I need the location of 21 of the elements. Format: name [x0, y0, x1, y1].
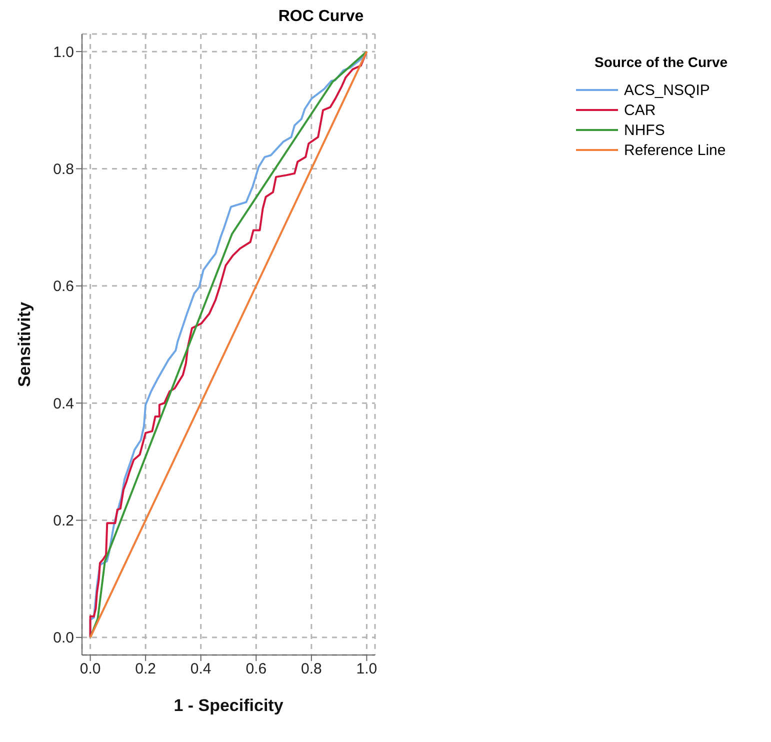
y-tick-label: 0.4 [53, 395, 74, 412]
legend-label: NHFS [624, 122, 665, 138]
x-tick-label: 0.0 [80, 660, 101, 678]
x-tick-label: 0.6 [246, 660, 267, 678]
line-series [89, 50, 368, 638]
x-tick-label: 0.2 [135, 660, 156, 678]
chart-title: ROC Curve [277, 8, 365, 26]
y-tick-label: 0.2 [53, 512, 74, 530]
y-tick-label: 0.8 [53, 161, 74, 178]
y-axis-title: Sensitivity [15, 301, 34, 388]
y-tick-label: 0.6 [53, 278, 74, 296]
legend-title: Source of the Curve [593, 54, 729, 70]
x-tick-label: 0.8 [300, 660, 322, 678]
legend-label: ACS_NSQIP [624, 82, 710, 98]
legend-label: Reference Line [624, 142, 726, 158]
legend-label: CAR [624, 102, 656, 118]
x-tick-label: 1.0 [356, 660, 378, 678]
x-axis-title: 1 - Specificity [174, 696, 284, 715]
x-tick-label: 0.4 [190, 660, 212, 678]
y-tick-label: 0.0 [53, 630, 74, 647]
y-tick-label: 1.0 [53, 44, 74, 61]
